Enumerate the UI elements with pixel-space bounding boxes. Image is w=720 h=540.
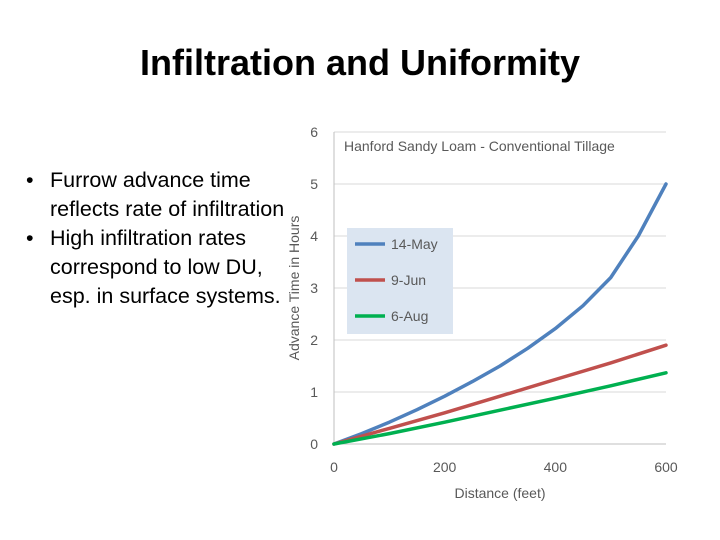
bullet-item: • High infiltration rates correspond to … xyxy=(26,224,296,311)
x-tick-label: 600 xyxy=(654,459,678,475)
y-tick-label: 0 xyxy=(310,436,318,452)
series-line-14-May xyxy=(332,182,668,446)
bullet-item: • Furrow advance time reflects rate of i… xyxy=(26,166,296,224)
bullet-list: • Furrow advance time reflects rate of i… xyxy=(26,166,296,311)
y-tick-label: 1 xyxy=(310,384,318,400)
y-tick-label: 3 xyxy=(310,280,318,296)
y-tick-label: 6 xyxy=(310,124,318,140)
y-tick-label: 4 xyxy=(310,228,318,244)
x-axis-label: Distance (feet) xyxy=(454,485,545,501)
x-tick-label: 200 xyxy=(433,459,457,475)
series-line-6-Aug xyxy=(332,371,668,446)
series-line-9-Jun xyxy=(332,343,668,446)
legend-label: 6-Aug xyxy=(391,308,428,324)
bullet-marker: • xyxy=(26,168,34,192)
bullet-text: High infiltration rates correspond to lo… xyxy=(50,226,281,308)
y-axis-label: Advance Time in Hours xyxy=(286,216,302,361)
slide-title: Infiltration and Uniformity xyxy=(140,42,580,83)
bullet-marker: • xyxy=(26,226,34,250)
x-tick-label: 0 xyxy=(330,459,338,475)
legend-label: 9-Jun xyxy=(391,272,426,288)
bullet-text: Furrow advance time reflects rate of inf… xyxy=(50,168,285,221)
x-tick-label: 400 xyxy=(544,459,568,475)
y-tick-label: 5 xyxy=(310,176,318,192)
advance-time-chart: 0 1 2 3 4 5 6 0 200 400 600 Distance (feet) Advance … xyxy=(286,124,678,501)
chart-title: Hanford Sandy Loam - Conventional Tillag… xyxy=(344,138,615,154)
y-tick-label: 2 xyxy=(310,332,318,348)
legend-label: 14-May xyxy=(391,236,438,252)
